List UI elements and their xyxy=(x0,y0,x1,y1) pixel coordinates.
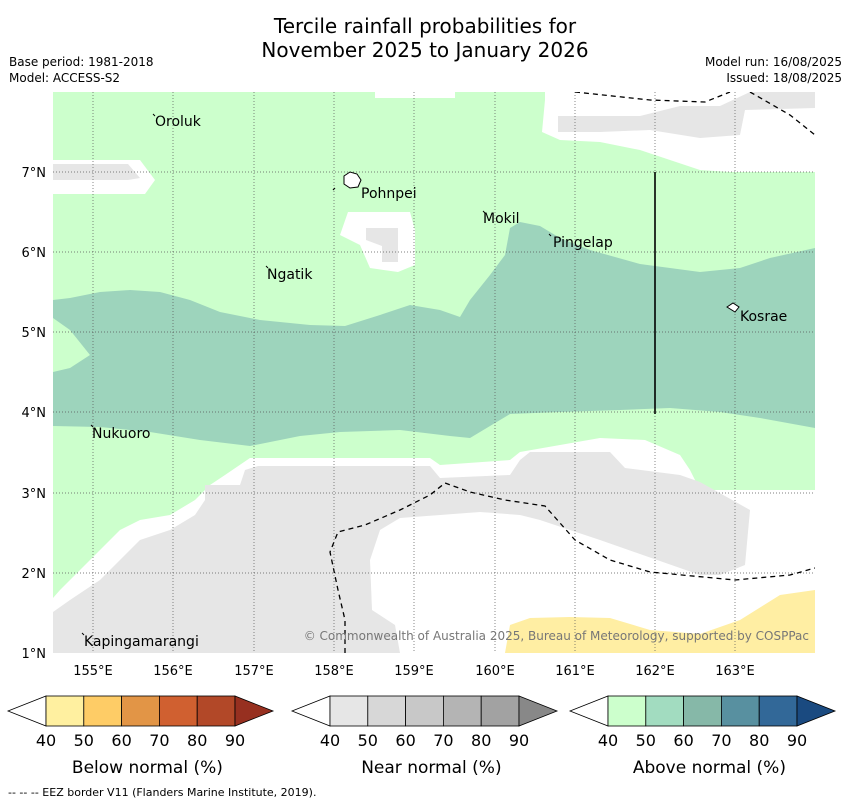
place-label-kapingamarangi: Kapingamarangi xyxy=(84,634,199,650)
place-label-nukuoro: Nukuoro xyxy=(92,426,150,442)
y-tick: 5°N xyxy=(22,326,47,341)
region-near-40-50-south xyxy=(53,452,750,653)
legend-tick: 60 xyxy=(673,731,693,750)
legend-tick: 50 xyxy=(74,731,94,750)
x-axis-ticks: 155°E 156°E 157°E 158°E 159°E 160°E 161°… xyxy=(73,664,755,679)
place-labels: Oroluk Pohnpei Mokil Pingelap Ngatik Kos… xyxy=(84,114,787,650)
title-line-1: Tercile rainfall probabilities for xyxy=(273,14,577,38)
legend-tick: 90 xyxy=(509,731,529,750)
meta-right: Model run: 16/08/2025 Issued: 18/08/2025 xyxy=(705,54,842,86)
legend-tick: 60 xyxy=(111,731,131,750)
x-tick: 163°E xyxy=(715,664,755,679)
legend-swatch xyxy=(121,695,160,727)
y-tick: 6°N xyxy=(22,246,47,261)
legend-swatch xyxy=(796,695,837,727)
legend-swatch xyxy=(329,695,369,727)
legend-swatch xyxy=(83,695,123,727)
title-line-2: November 2025 to January 2026 xyxy=(261,38,589,62)
legend-tick: 80 xyxy=(187,731,207,750)
legend-swatch xyxy=(607,695,647,727)
pohnpei-islet xyxy=(332,187,336,191)
y-axis-ticks: 1°N 2°N 3°N 4°N 5°N 6°N 7°N xyxy=(22,166,47,662)
map-title: Tercile rainfall probabilities for Novem… xyxy=(0,14,850,62)
x-tick: 160°E xyxy=(475,664,515,679)
map-plot-area: Oroluk Pohnpei Mokil Pingelap Ngatik Kos… xyxy=(53,92,815,653)
place-label-oroluk: Oroluk xyxy=(155,114,202,130)
y-tick: 7°N xyxy=(22,166,47,181)
region-near-40-50-west xyxy=(53,164,140,180)
legend-swatch xyxy=(442,695,482,727)
legend-near-normal: 40 50 60 70 80 90 Near normal (%) xyxy=(290,695,559,778)
pohnpei-island-icon xyxy=(343,171,362,189)
legend-tick: 70 xyxy=(711,731,731,750)
model-name: Model: ACCESS-S2 xyxy=(9,71,121,85)
place-label-pingelap: Pingelap xyxy=(553,235,613,251)
issued-date: Issued: 18/08/2025 xyxy=(726,71,842,85)
legend-swatch xyxy=(158,695,198,727)
region-near-40-50-north xyxy=(558,92,815,138)
legend-swatch xyxy=(645,695,685,727)
legend-tick: 70 xyxy=(433,731,453,750)
region-near-40-50-pohnpei xyxy=(366,228,398,262)
legend-swatch xyxy=(480,695,520,727)
base-period: Base period: 1981-2018 xyxy=(9,55,154,69)
x-tick: 162°E xyxy=(635,664,675,679)
legend-swatch xyxy=(234,695,275,727)
legend-tick: 40 xyxy=(320,731,340,750)
x-tick: 161°E xyxy=(555,664,595,679)
legend-tick: 90 xyxy=(225,731,245,750)
legend-tick: 80 xyxy=(749,731,769,750)
region-above-40-50-bite xyxy=(53,318,90,372)
legend-tick: 90 xyxy=(787,731,807,750)
legend-tick: 40 xyxy=(598,731,618,750)
place-label-kosrae: Kosrae xyxy=(740,309,787,325)
region-near-40-50-small xyxy=(310,485,338,500)
x-tick: 157°E xyxy=(234,664,274,679)
legend-tick: 50 xyxy=(358,731,378,750)
y-tick: 4°N xyxy=(22,406,47,421)
meta-left: Base period: 1981-2018 Model: ACCESS-S2 xyxy=(9,54,154,86)
y-tick: 1°N xyxy=(22,647,47,662)
legend-swatch xyxy=(758,695,798,727)
x-tick: 155°E xyxy=(73,664,113,679)
x-tick: 158°E xyxy=(314,664,354,679)
place-label-ngatik: Ngatik xyxy=(267,267,313,283)
y-tick: 3°N xyxy=(22,487,47,502)
x-tick: 156°E xyxy=(153,664,193,679)
legend-extend-low xyxy=(290,695,331,727)
legend-swatch xyxy=(405,695,444,727)
legend-extend-low xyxy=(568,695,609,727)
atoll-markers xyxy=(81,113,552,636)
copyright-notice: © Commonwealth of Australia 2025, Bureau… xyxy=(304,629,809,643)
legend-swatch xyxy=(367,695,407,727)
x-tick: 159°E xyxy=(394,664,434,679)
region-below-40-50 xyxy=(505,590,815,653)
legend-tick: 80 xyxy=(471,731,491,750)
model-run: Model run: 16/08/2025 xyxy=(704,55,842,69)
place-label-pohnpei: Pohnpei xyxy=(361,186,417,202)
legend-swatch xyxy=(196,695,236,727)
eez-border xyxy=(329,92,815,653)
legend-swatch xyxy=(45,695,85,727)
eez-footnote: -- -- -- EEZ border V11 (Flanders Marine… xyxy=(8,786,317,799)
legend-tick: 40 xyxy=(36,731,56,750)
legend-swatch xyxy=(518,695,559,727)
legend-label: Below normal (%) xyxy=(72,758,223,778)
legend-swatch xyxy=(683,695,722,727)
legend-label: Above normal (%) xyxy=(633,758,786,778)
legend-swatch xyxy=(720,695,760,727)
place-label-mokil: Mokil xyxy=(483,211,520,227)
legend-label: Near normal (%) xyxy=(361,758,501,778)
region-above-50-60-band xyxy=(53,222,815,446)
legend-tick: 70 xyxy=(149,731,169,750)
legend-tick: 60 xyxy=(395,731,415,750)
legend-extend-low xyxy=(6,695,47,727)
kosrae-island-icon xyxy=(726,302,740,313)
y-tick: 2°N xyxy=(22,567,47,582)
legend-tick: 50 xyxy=(636,731,656,750)
